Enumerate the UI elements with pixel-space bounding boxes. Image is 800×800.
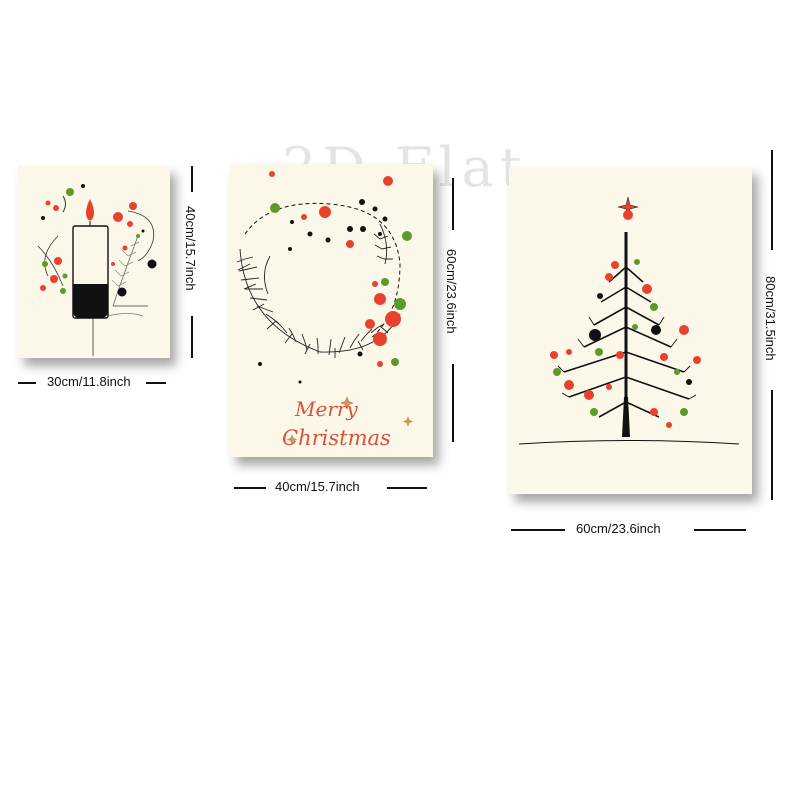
candle-illustration [37,184,157,356]
width-label-small: 30cm/11.8inch [47,374,131,389]
ground-line [518,440,740,445]
candle-flame [86,199,94,221]
dimension-width-small: 30cm/11.8inch [18,374,170,390]
canvas-panel-tree [509,167,752,494]
width-label-medium: 40cm/15.7inch [275,479,360,494]
dimension-height-small: 40cm/15.7inch [183,166,201,358]
canvas-panel-wreath: Merry Christmas [230,164,433,457]
height-label-small: 40cm/15.7inch [183,206,198,291]
canvas-panel-candle [18,166,170,358]
height-label-large: 80cm/31.5inch [763,276,778,361]
greeting-line-2: Christmas [282,426,391,450]
wreath-illustration: Merry Christmas [236,171,414,450]
dimension-width-medium: 40cm/15.7inch [230,479,433,495]
tree-illustration [518,196,740,445]
dimension-height-large: 80cm/31.5inch [763,150,781,500]
greeting-line-1: Merry [294,397,358,421]
dimension-width-large: 60cm/23.6inch [509,521,752,537]
width-label-large: 60cm/23.6inch [576,521,661,536]
height-label-medium: 60cm/23.6inch [444,249,459,334]
dimension-height-medium: 60cm/23.6inch [444,164,462,457]
